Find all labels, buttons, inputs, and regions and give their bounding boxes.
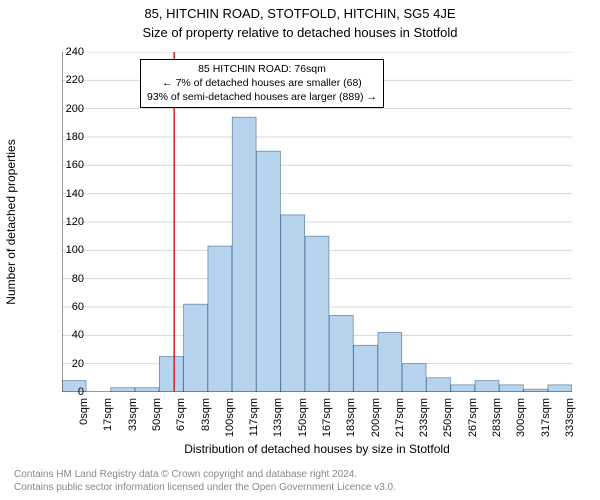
y-tick-label: 60 xyxy=(54,301,84,313)
y-tick-label: 160 xyxy=(54,159,84,171)
y-tick-label: 20 xyxy=(54,358,84,370)
x-tick-label: 233sqm xyxy=(418,398,430,448)
x-tick-label: 333sqm xyxy=(564,398,576,448)
annotation-line3: 93% of semi-detached houses are larger (… xyxy=(147,90,377,104)
x-tick-label: 83sqm xyxy=(200,398,212,448)
x-tick-label: 67sqm xyxy=(175,398,187,448)
y-tick-label: 180 xyxy=(54,131,84,143)
x-tick-label: 117sqm xyxy=(248,398,260,448)
chart-area: 85 HITCHIN ROAD: 76sqm ← 7% of detached … xyxy=(62,52,572,392)
x-tick-label: 133sqm xyxy=(272,398,284,448)
copyright-line1: Contains HM Land Registry data © Crown c… xyxy=(14,468,396,481)
y-tick-label: 0 xyxy=(54,386,84,398)
y-tick-label: 140 xyxy=(54,188,84,200)
x-tick-label: 100sqm xyxy=(224,398,236,448)
main-title: 85, HITCHIN ROAD, STOTFOLD, HITCHIN, SG5… xyxy=(0,0,600,21)
x-tick-label: 0sqm xyxy=(78,398,90,448)
x-tick-label: 50sqm xyxy=(151,398,163,448)
y-tick-label: 100 xyxy=(54,244,84,256)
annotation-line2: ← 7% of detached houses are smaller (68) xyxy=(147,76,377,90)
y-tick-label: 80 xyxy=(54,273,84,285)
y-tick-label: 220 xyxy=(54,74,84,86)
x-tick-label: 167sqm xyxy=(321,398,333,448)
x-tick-label: 300sqm xyxy=(515,398,527,448)
y-axis-label: Number of detached properties xyxy=(4,52,24,392)
sub-title: Size of property relative to detached ho… xyxy=(0,21,600,40)
y-tick-label: 40 xyxy=(54,329,84,341)
annotation-line1: 85 HITCHIN ROAD: 76sqm xyxy=(147,62,377,76)
x-tick-label: 17sqm xyxy=(102,398,114,448)
x-tick-label: 250sqm xyxy=(442,398,454,448)
x-tick-label: 283sqm xyxy=(491,398,503,448)
x-tick-label: 33sqm xyxy=(127,398,139,448)
x-tick-label: 267sqm xyxy=(467,398,479,448)
copyright-line2: Contains public sector information licen… xyxy=(14,481,396,494)
y-tick-label: 120 xyxy=(54,216,84,228)
y-tick-label: 240 xyxy=(54,46,84,58)
x-tick-label: 217sqm xyxy=(394,398,406,448)
x-tick-label: 317sqm xyxy=(540,398,552,448)
annotation-box: 85 HITCHIN ROAD: 76sqm ← 7% of detached … xyxy=(140,59,384,108)
x-tick-label: 150sqm xyxy=(297,398,309,448)
chart-container: 85, HITCHIN ROAD, STOTFOLD, HITCHIN, SG5… xyxy=(0,0,600,500)
x-tick-label: 183sqm xyxy=(345,398,357,448)
y-tick-label: 200 xyxy=(54,103,84,115)
x-tick-label: 200sqm xyxy=(370,398,382,448)
copyright-text: Contains HM Land Registry data © Crown c… xyxy=(14,468,396,494)
